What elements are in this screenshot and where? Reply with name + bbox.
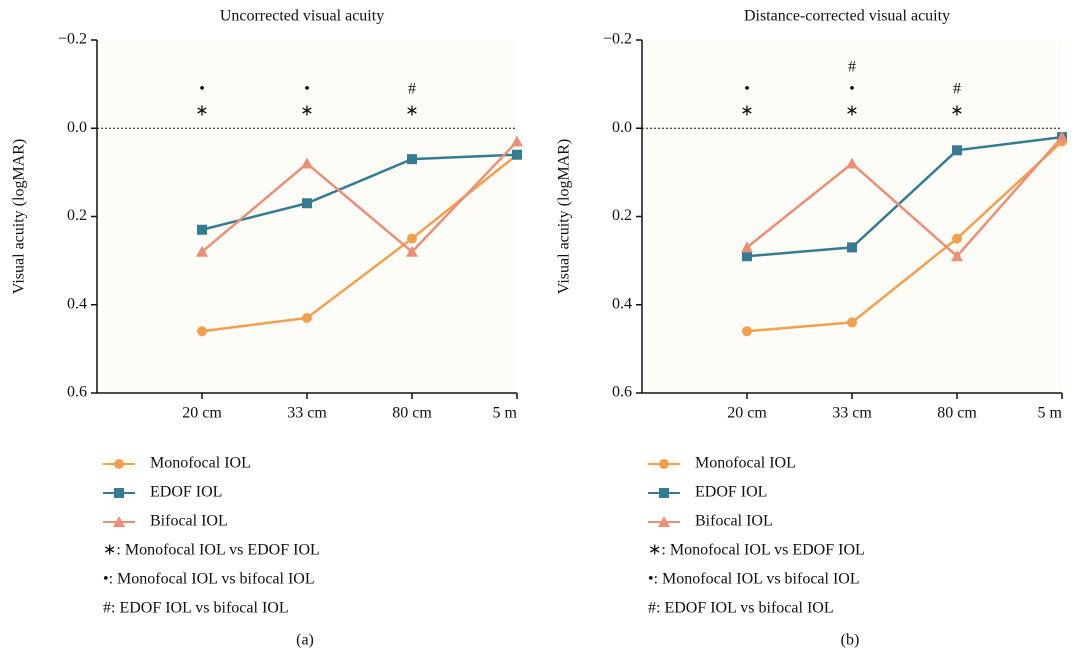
x-tick-label: 5 m <box>493 405 518 422</box>
data-point <box>406 245 418 257</box>
significance-marker: # <box>848 59 856 76</box>
y-tick-label: 0.6 <box>67 384 87 401</box>
x-tick-label: 80 cm <box>392 405 432 422</box>
legend-label: Bifocal IOL <box>695 513 773 530</box>
x-tick-label: 5 m <box>1038 405 1063 422</box>
series-line <box>201 140 518 254</box>
data-point <box>951 250 963 262</box>
data-point <box>196 245 208 257</box>
data-point <box>407 233 417 244</box>
panel-label: (b) <box>841 632 860 649</box>
data-point <box>952 145 962 156</box>
series-line <box>746 136 1063 258</box>
legend-marker <box>659 459 669 469</box>
panel-label: (a) <box>296 632 314 649</box>
legend-marker <box>659 488 669 498</box>
legend-note: •: Monofocal IOL vs bifocal IOL <box>648 571 860 588</box>
y-axis-label: Visual acuity (logMAR) <box>556 139 573 294</box>
legend-label: Monofocal IOL <box>695 455 796 472</box>
data-point <box>847 317 857 328</box>
data-point <box>302 198 312 209</box>
data-point <box>302 312 312 323</box>
x-tick-label: 80 cm <box>937 405 977 422</box>
significance-marker: • <box>304 81 310 98</box>
legend-note: ∗: Monofocal IOL vs EDOF IOL <box>103 542 320 559</box>
data-point <box>407 154 417 165</box>
data-point <box>1056 131 1068 143</box>
significance-marker: # <box>408 81 416 98</box>
significance-marker: ∗ <box>950 103 963 120</box>
significance-marker: • <box>199 81 205 98</box>
legend-marker <box>113 516 125 527</box>
data-point <box>847 242 857 253</box>
data-point <box>742 326 752 337</box>
y-tick-label: 0.0 <box>67 119 87 136</box>
x-tick-label: 20 cm <box>182 405 222 422</box>
series-line <box>201 153 518 231</box>
series-line <box>746 140 1063 333</box>
x-tick-label: 33 cm <box>287 405 327 422</box>
data-point <box>846 157 858 169</box>
legend-label: Monofocal IOL <box>150 455 251 472</box>
legend-label: Bifocal IOL <box>150 513 228 530</box>
chart-title: Uncorrected visual acuity <box>220 8 384 25</box>
legend-note: •: Monofocal IOL vs bifocal IOL <box>103 571 315 588</box>
legend-marker <box>658 516 670 527</box>
y-tick-label: 0.0 <box>612 119 632 136</box>
data-point <box>301 157 313 169</box>
y-tick-label: 0.2 <box>612 207 632 224</box>
data-point <box>512 149 522 160</box>
y-tick-label: 0.4 <box>67 295 87 312</box>
panel: Distance-corrected visual acuity Visual a… <box>556 8 1068 649</box>
legend-note: #: EDOF IOL vs bifocal IOL <box>103 600 289 617</box>
y-tick-label: 0.2 <box>67 207 87 224</box>
panel: Uncorrected visual acuity Visual acuity (… <box>11 8 523 649</box>
significance-marker: • <box>849 81 855 98</box>
legend-note: ∗: Monofocal IOL vs EDOF IOL <box>648 542 865 559</box>
significance-marker: ∗ <box>740 103 753 120</box>
x-tick-label: 33 cm <box>832 405 872 422</box>
significance-marker: ∗ <box>300 103 313 120</box>
data-point <box>742 251 752 262</box>
y-tick-label: 0.6 <box>612 384 632 401</box>
data-point <box>741 241 753 253</box>
y-tick-label: 0.4 <box>612 295 632 312</box>
legend-label: EDOF IOL <box>150 484 222 501</box>
data-point <box>197 326 207 337</box>
y-tick-label: −0.2 <box>58 31 87 48</box>
data-point <box>197 224 207 235</box>
legend-marker <box>114 488 124 498</box>
chart-title: Distance-corrected visual acuity <box>744 8 950 25</box>
y-axis-label: Visual acuity (logMAR) <box>11 139 28 294</box>
significance-marker: # <box>953 81 961 98</box>
data-point <box>952 233 962 244</box>
significance-marker: ∗ <box>405 103 418 120</box>
significance-marker: ∗ <box>845 103 858 120</box>
legend-note: #: EDOF IOL vs bifocal IOL <box>648 600 834 617</box>
legend-label: EDOF IOL <box>695 484 767 501</box>
legend-marker <box>114 459 124 469</box>
significance-marker: • <box>744 81 750 98</box>
significance-marker: ∗ <box>195 103 208 120</box>
series-line <box>746 135 1063 258</box>
x-tick-label: 20 cm <box>727 405 767 422</box>
y-tick-label: −0.2 <box>603 31 632 48</box>
data-point <box>511 135 523 147</box>
